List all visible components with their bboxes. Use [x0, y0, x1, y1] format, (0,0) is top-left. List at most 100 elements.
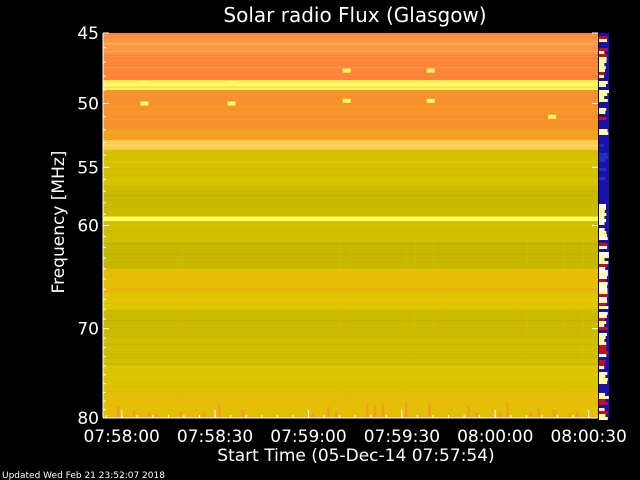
- band-striation: [103, 282, 598, 284]
- band-striation: [103, 233, 598, 235]
- burst-mark: [467, 405, 470, 418]
- colorbar-cell: [599, 51, 605, 54]
- band-striation: [103, 73, 598, 75]
- band-striation: [103, 332, 598, 334]
- band-striation: [103, 385, 598, 387]
- colorbar-cell: [599, 354, 607, 357]
- emission-spot: [140, 81, 149, 86]
- colorbar-cell: [599, 300, 608, 303]
- colorbar-cell: [599, 141, 608, 144]
- band-striation: [103, 248, 598, 250]
- band-striation: [103, 116, 598, 118]
- band-striation: [103, 152, 598, 154]
- band-striation: [103, 86, 598, 88]
- burst-mark: [498, 413, 501, 418]
- emission-spot: [426, 98, 435, 103]
- colorbar-cell: [599, 270, 608, 273]
- colorbar-cell: [599, 33, 608, 36]
- colorbar-cell: [599, 249, 609, 252]
- colorbar-cell: [599, 324, 605, 327]
- colorbar-cell: [599, 78, 609, 81]
- band-striation: [103, 131, 598, 133]
- colorbar-cell: [599, 75, 605, 78]
- band-striation: [103, 390, 598, 392]
- colorbar-cell: [599, 372, 608, 375]
- colorbar-cell: [599, 246, 608, 249]
- band-striation: [103, 224, 598, 226]
- band-striation: [103, 91, 598, 93]
- y-axis-label: Frequency [MHz]: [49, 151, 69, 294]
- colorbar-cell: [599, 231, 607, 234]
- band-striation: [103, 374, 598, 376]
- colorbar-cell: [599, 240, 607, 243]
- colorbar-cell: [599, 366, 605, 369]
- colorbar-cell: [599, 198, 606, 201]
- band-striation: [103, 81, 598, 83]
- colorbar-cell: [599, 123, 608, 126]
- band-striation: [103, 262, 598, 264]
- colorbar-cell: [599, 255, 609, 258]
- colorbar-cell: [599, 72, 605, 75]
- colorbar-cell: [599, 303, 607, 306]
- colorbar-cell: [599, 375, 606, 378]
- x-tick-label: 07:59:30: [364, 427, 440, 447]
- band-striation: [103, 298, 598, 300]
- band-striation: [103, 106, 598, 108]
- time-streak: [582, 225, 584, 418]
- band-striation: [103, 302, 598, 304]
- band-striation: [103, 386, 598, 388]
- colorbar-cell: [599, 396, 609, 399]
- emission-spot: [342, 98, 351, 103]
- colorbar-cell: [599, 408, 605, 411]
- band-striation: [103, 162, 598, 164]
- emission-spot: [227, 81, 236, 86]
- colorbar-cell: [599, 39, 608, 42]
- frequency-band-14: [103, 338, 598, 366]
- band-striation: [103, 259, 598, 261]
- colorbar-cell: [599, 237, 608, 240]
- band-striation: [103, 327, 598, 329]
- colorbar-cell: [599, 111, 606, 114]
- frequency-band-5: [103, 139, 598, 151]
- burst-mark: [537, 408, 540, 418]
- band-striation: [103, 67, 598, 69]
- colorbar-cell: [599, 345, 607, 348]
- band-striation: [103, 406, 598, 408]
- band-striation: [103, 283, 598, 285]
- x-tick-label: 07:58:00: [83, 427, 159, 447]
- band-striation: [103, 175, 598, 177]
- time-streak: [433, 225, 435, 418]
- burst-mark: [218, 404, 221, 418]
- colorbar-cell: [599, 195, 606, 198]
- band-striation: [103, 241, 598, 243]
- band-striation: [103, 320, 598, 322]
- colorbar-cell: [599, 414, 606, 417]
- colorbar-cell: [599, 330, 605, 333]
- band-striation: [103, 203, 598, 205]
- burst-mark: [373, 405, 377, 418]
- band-striation: [103, 313, 598, 315]
- x-axis-ticks: 07:58:00 07:58:30 07:59:00 07:59:30 08:00:00…: [83, 410, 627, 447]
- band-striation: [103, 290, 598, 292]
- colorbar-cell: [599, 387, 609, 390]
- burst-mark: [327, 407, 330, 418]
- colorbar-cell: [599, 129, 608, 132]
- band-striation: [103, 41, 598, 43]
- y-tick-label: 70: [77, 320, 99, 340]
- colorbar-cell: [599, 411, 608, 414]
- colorbar-cell: [599, 258, 605, 261]
- colorbar-cell: [599, 210, 605, 213]
- band-striation: [103, 253, 598, 255]
- band-striation: [103, 356, 598, 358]
- colorbar-cell: [599, 105, 609, 108]
- colorbar-cell: [599, 369, 605, 372]
- band-striation: [103, 288, 598, 290]
- y-tick-label: 55: [77, 158, 99, 178]
- band-striation: [103, 349, 598, 351]
- colorbar-cell: [599, 144, 605, 147]
- x-axis-label: Start Time (05-Dec-14 07:57:54): [217, 446, 494, 466]
- band-striation: [103, 324, 598, 326]
- burst-mark: [202, 412, 206, 418]
- band-striation: [103, 344, 598, 346]
